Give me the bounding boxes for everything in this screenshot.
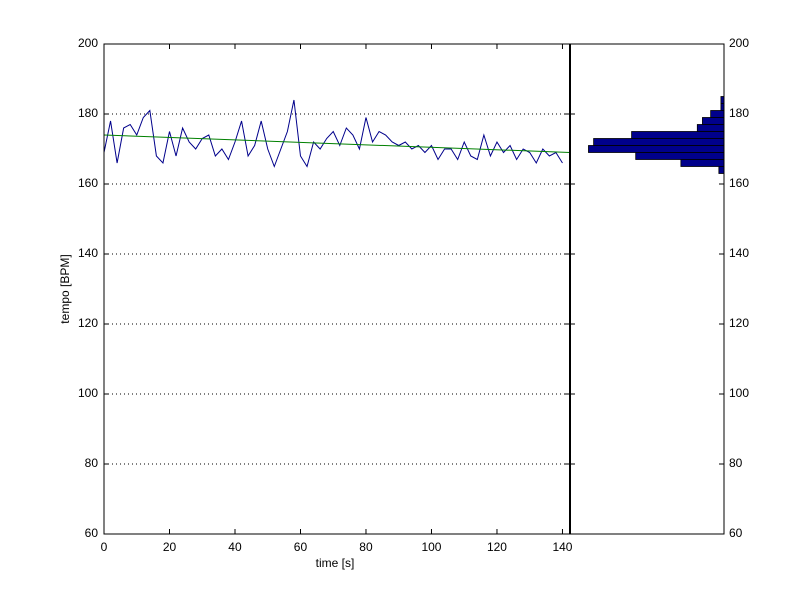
y2-tick-label: 200: [729, 36, 749, 50]
y2-tick-label: 120: [729, 316, 749, 330]
y-tick-label: 160: [78, 176, 98, 190]
x-tick-label: 20: [163, 540, 177, 554]
x-tick-label: 80: [359, 540, 373, 554]
y-axis-label: tempo [BPM]: [58, 254, 72, 323]
histogram-bar: [593, 138, 725, 146]
line-series: [103, 99, 563, 168]
histogram-frame: [569, 43, 725, 535]
y-tick-label: 120: [78, 316, 98, 330]
x-axis-label: time [s]: [316, 556, 355, 570]
y2-tick-label: 60: [729, 526, 743, 540]
y2-tick-label: 100: [729, 386, 749, 400]
x-tick-label: 100: [421, 540, 441, 554]
x-tick-label: 60: [294, 540, 308, 554]
histogram-bar: [710, 110, 725, 118]
histogram-bar: [718, 166, 725, 174]
histogram-bar: [702, 117, 725, 125]
x-tick-label: 0: [101, 540, 108, 554]
y-tick-label: 80: [85, 456, 99, 470]
y-tick-label: 60: [85, 526, 99, 540]
x-tick-label: 120: [487, 540, 507, 554]
y2-tick-label: 80: [729, 456, 743, 470]
histogram-bar: [588, 145, 725, 153]
histogram-bar: [680, 159, 725, 167]
histogram-bar: [631, 131, 725, 139]
y-tick-label: 200: [78, 36, 98, 50]
y-tick-label: 180: [78, 106, 98, 120]
x-tick-label: 40: [228, 540, 242, 554]
y-tick-label: 140: [78, 246, 98, 260]
y2-tick-label: 160: [729, 176, 749, 190]
axes-frame: [103, 43, 571, 535]
y-tick-label: 100: [78, 386, 98, 400]
y2-tick-label: 140: [729, 246, 749, 260]
histogram-bar: [696, 124, 725, 132]
line-series: [103, 134, 571, 153]
y2-tick-label: 180: [729, 106, 749, 120]
x-tick-label: 140: [552, 540, 572, 554]
histogram-bar: [635, 152, 725, 160]
